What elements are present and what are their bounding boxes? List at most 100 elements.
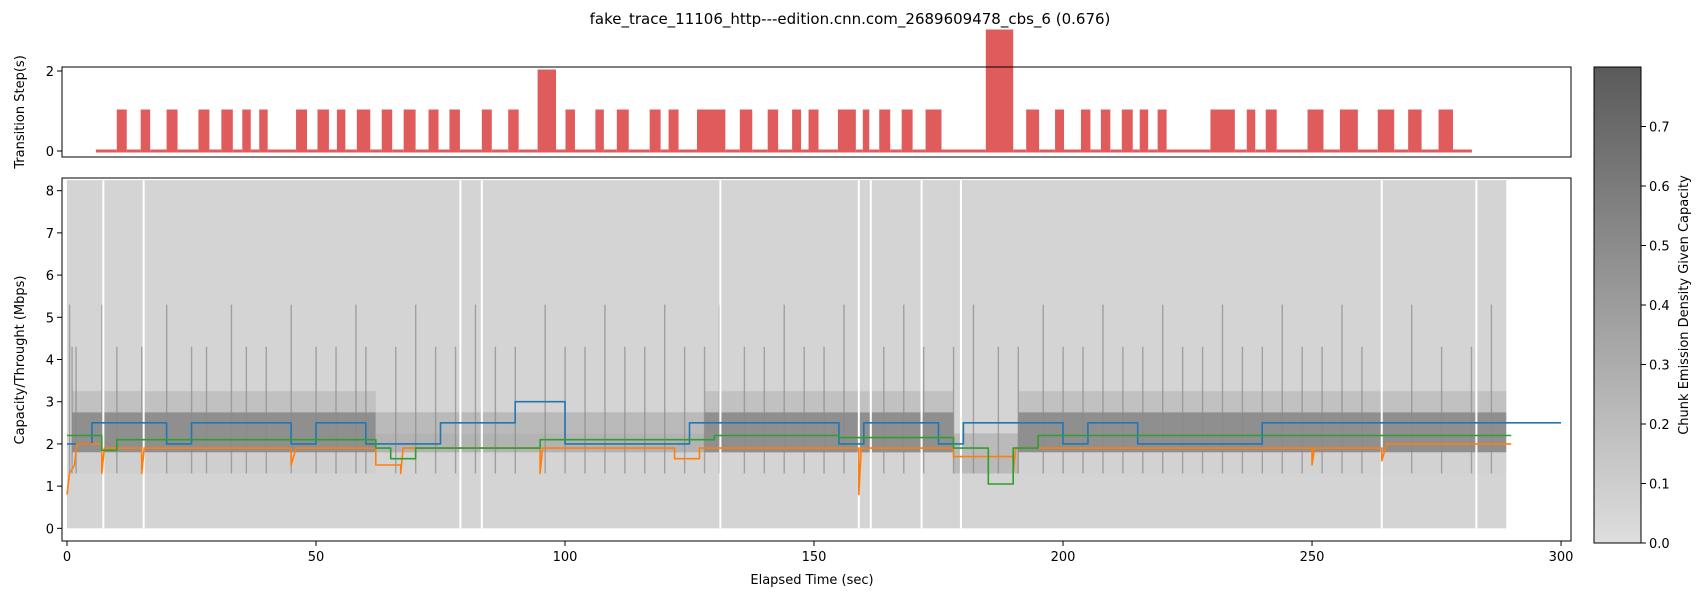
transition-bar bbox=[198, 109, 210, 153]
transition-bar bbox=[801, 149, 809, 153]
main-x-ticks: 0 50 100 150 200 250 300 bbox=[63, 541, 1573, 565]
density-band bbox=[704, 391, 954, 413]
main-y-axis-label: Capacity/Throught (Mbps) bbox=[13, 276, 28, 445]
density-band bbox=[71, 452, 376, 474]
density-spike bbox=[1261, 346, 1264, 474]
transition-bar bbox=[307, 149, 318, 153]
figure-title: fake_trace_11106_http---edition.cnn.com_… bbox=[590, 10, 1111, 29]
transition-bar bbox=[808, 109, 819, 153]
density-gap bbox=[1475, 180, 1478, 529]
transition-bar bbox=[356, 109, 371, 153]
transition-bar bbox=[370, 149, 382, 153]
density-spike bbox=[1241, 346, 1244, 474]
transition-bar bbox=[869, 149, 880, 153]
transition-bar bbox=[1157, 109, 1167, 153]
transition-bar bbox=[595, 109, 604, 153]
density-spike bbox=[190, 346, 193, 474]
top-axes-frame bbox=[61, 66, 1572, 158]
density-spike bbox=[1341, 304, 1343, 474]
transition-bar bbox=[668, 109, 679, 153]
transition-bar bbox=[242, 109, 251, 153]
main-y-ticks: 0 1 2 3 4 5 6 7 8 bbox=[46, 185, 62, 537]
density-spike bbox=[803, 346, 805, 474]
x-tick-label: 250 bbox=[1300, 550, 1325, 565]
density-spike bbox=[365, 346, 367, 474]
y-tick-label: 0 bbox=[46, 145, 54, 160]
transition-bar bbox=[752, 149, 768, 153]
density-gap bbox=[1380, 180, 1383, 529]
transition-bar bbox=[518, 149, 538, 153]
transition-bar bbox=[879, 109, 891, 153]
transition-bar bbox=[381, 109, 393, 153]
density-spike bbox=[1301, 346, 1303, 474]
density-gap bbox=[959, 180, 962, 529]
y-tick-label: 5 bbox=[46, 311, 54, 326]
transition-bar bbox=[403, 109, 416, 153]
density-gap bbox=[459, 180, 462, 529]
x-tick-label: 0 bbox=[63, 550, 71, 565]
density-spike bbox=[1082, 346, 1084, 474]
density-spike bbox=[1181, 346, 1184, 474]
colorbar-tick-label: 0.4 bbox=[1649, 299, 1670, 314]
y-tick-label: 1 bbox=[46, 480, 54, 495]
transition-bar bbox=[537, 69, 557, 153]
transition-bar bbox=[792, 109, 802, 153]
density-spike bbox=[395, 346, 397, 474]
transition-bar bbox=[177, 149, 199, 153]
transition-bar bbox=[678, 149, 697, 153]
transition-bar bbox=[925, 109, 942, 153]
transition-bar bbox=[1055, 109, 1065, 153]
transition-bar bbox=[890, 149, 902, 153]
density-spike bbox=[1361, 346, 1363, 474]
main-x-axis-label: Elapsed Time (sec) bbox=[750, 573, 873, 588]
transition-bar bbox=[1307, 109, 1324, 153]
transition-bar bbox=[1394, 149, 1409, 153]
density-spike bbox=[1142, 346, 1144, 474]
density-spike bbox=[1162, 304, 1164, 474]
colorbar-tick-label: 0.6 bbox=[1649, 180, 1670, 195]
density-gap bbox=[857, 180, 860, 529]
transition-bar bbox=[221, 109, 233, 153]
colorbar-tick-label: 0.1 bbox=[1649, 478, 1670, 493]
transition-bar bbox=[449, 109, 460, 153]
colorbar-label: Chunk Emission Density Given Capacity bbox=[1677, 175, 1692, 435]
density-spike bbox=[245, 346, 248, 474]
density-spike bbox=[664, 304, 666, 474]
transition-bar bbox=[649, 109, 661, 153]
transition-bar bbox=[660, 149, 669, 153]
density-spike bbox=[474, 304, 477, 474]
transition-bar bbox=[267, 149, 297, 153]
colorbar-tick-label: 0.5 bbox=[1649, 240, 1670, 255]
density-spike bbox=[1321, 346, 1323, 474]
density-band bbox=[704, 412, 954, 453]
y-tick-label: 4 bbox=[46, 354, 54, 369]
transition-bar bbox=[250, 149, 260, 153]
density-spike bbox=[454, 346, 457, 474]
transition-bar bbox=[565, 109, 575, 153]
capacity-panel: 0 50 100 150 200 250 300 0 1 2 3 4 5 6 7 8 Elapsed Tim… bbox=[13, 177, 1573, 588]
density-heatmap bbox=[66, 180, 1507, 529]
transition-bar bbox=[837, 109, 856, 153]
transition-bar bbox=[1090, 149, 1101, 153]
transition-bar bbox=[1234, 149, 1247, 153]
transition-bar bbox=[739, 109, 753, 153]
colorbar-tick-label: 0.3 bbox=[1649, 359, 1670, 374]
transition-bar bbox=[140, 109, 151, 153]
density-spike bbox=[290, 304, 292, 474]
transition-bar bbox=[725, 149, 740, 153]
transition-bar bbox=[941, 149, 986, 153]
density-gap bbox=[719, 180, 722, 529]
transition-bar bbox=[150, 149, 167, 153]
density-spike bbox=[335, 346, 337, 474]
density-spike bbox=[624, 346, 626, 474]
transition-bar bbox=[508, 109, 519, 153]
transition-bar bbox=[1100, 109, 1111, 153]
density-spike bbox=[1062, 346, 1064, 474]
density-band bbox=[953, 433, 1019, 474]
colorbar-gradient bbox=[1593, 66, 1642, 544]
density-spike bbox=[68, 304, 71, 474]
density-spike bbox=[1440, 346, 1443, 474]
transition-bar bbox=[767, 109, 779, 153]
density-spike bbox=[644, 346, 646, 474]
transition-bar bbox=[1438, 109, 1453, 153]
